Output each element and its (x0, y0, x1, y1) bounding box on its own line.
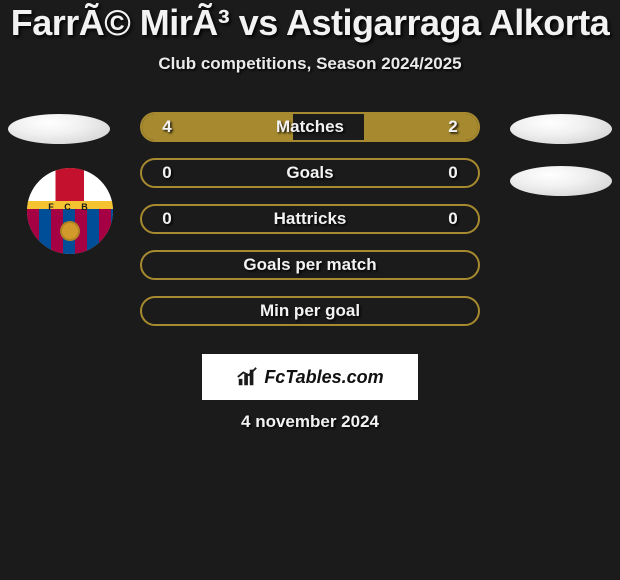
stat-label: Goals per match (142, 252, 478, 278)
stat-label: Hattricks (142, 206, 478, 232)
player-left-marker (8, 114, 110, 144)
stat-label: Goals (142, 160, 478, 186)
attribution-text: FcTables.com (264, 367, 383, 388)
player-right-marker-2 (510, 166, 612, 196)
stat-bars: 42Matches 00Goals 00Hattricks Goals per mat… (140, 112, 480, 342)
page-title: FarrÃ© MirÃ³ vs Astigarraga Alkorta (0, 2, 620, 44)
stat-bar-hattricks: 00Hattricks (140, 204, 480, 234)
stat-bar-goals_per_match: Goals per match (140, 250, 480, 280)
stat-bar-matches: 42Matches (140, 112, 480, 142)
bar-chart-icon (236, 366, 258, 388)
player-right-marker-1 (510, 114, 612, 144)
stat-bar-min_per_goal: Min per goal (140, 296, 480, 326)
stat-label: Min per goal (142, 298, 478, 324)
club-crest-left: F C B (27, 168, 113, 254)
comparison-card: FarrÃ© MirÃ³ vs Astigarraga Alkorta Club… (0, 0, 620, 74)
attribution-box: FcTables.com (202, 354, 418, 400)
page-subtitle: Club competitions, Season 2024/2025 (0, 54, 620, 74)
footer-date: 4 november 2024 (0, 412, 620, 432)
stat-label: Matches (142, 114, 478, 140)
stat-bar-goals: 00Goals (140, 158, 480, 188)
crest-top-panel (27, 168, 113, 202)
crest-monogram: F C B (27, 202, 113, 212)
